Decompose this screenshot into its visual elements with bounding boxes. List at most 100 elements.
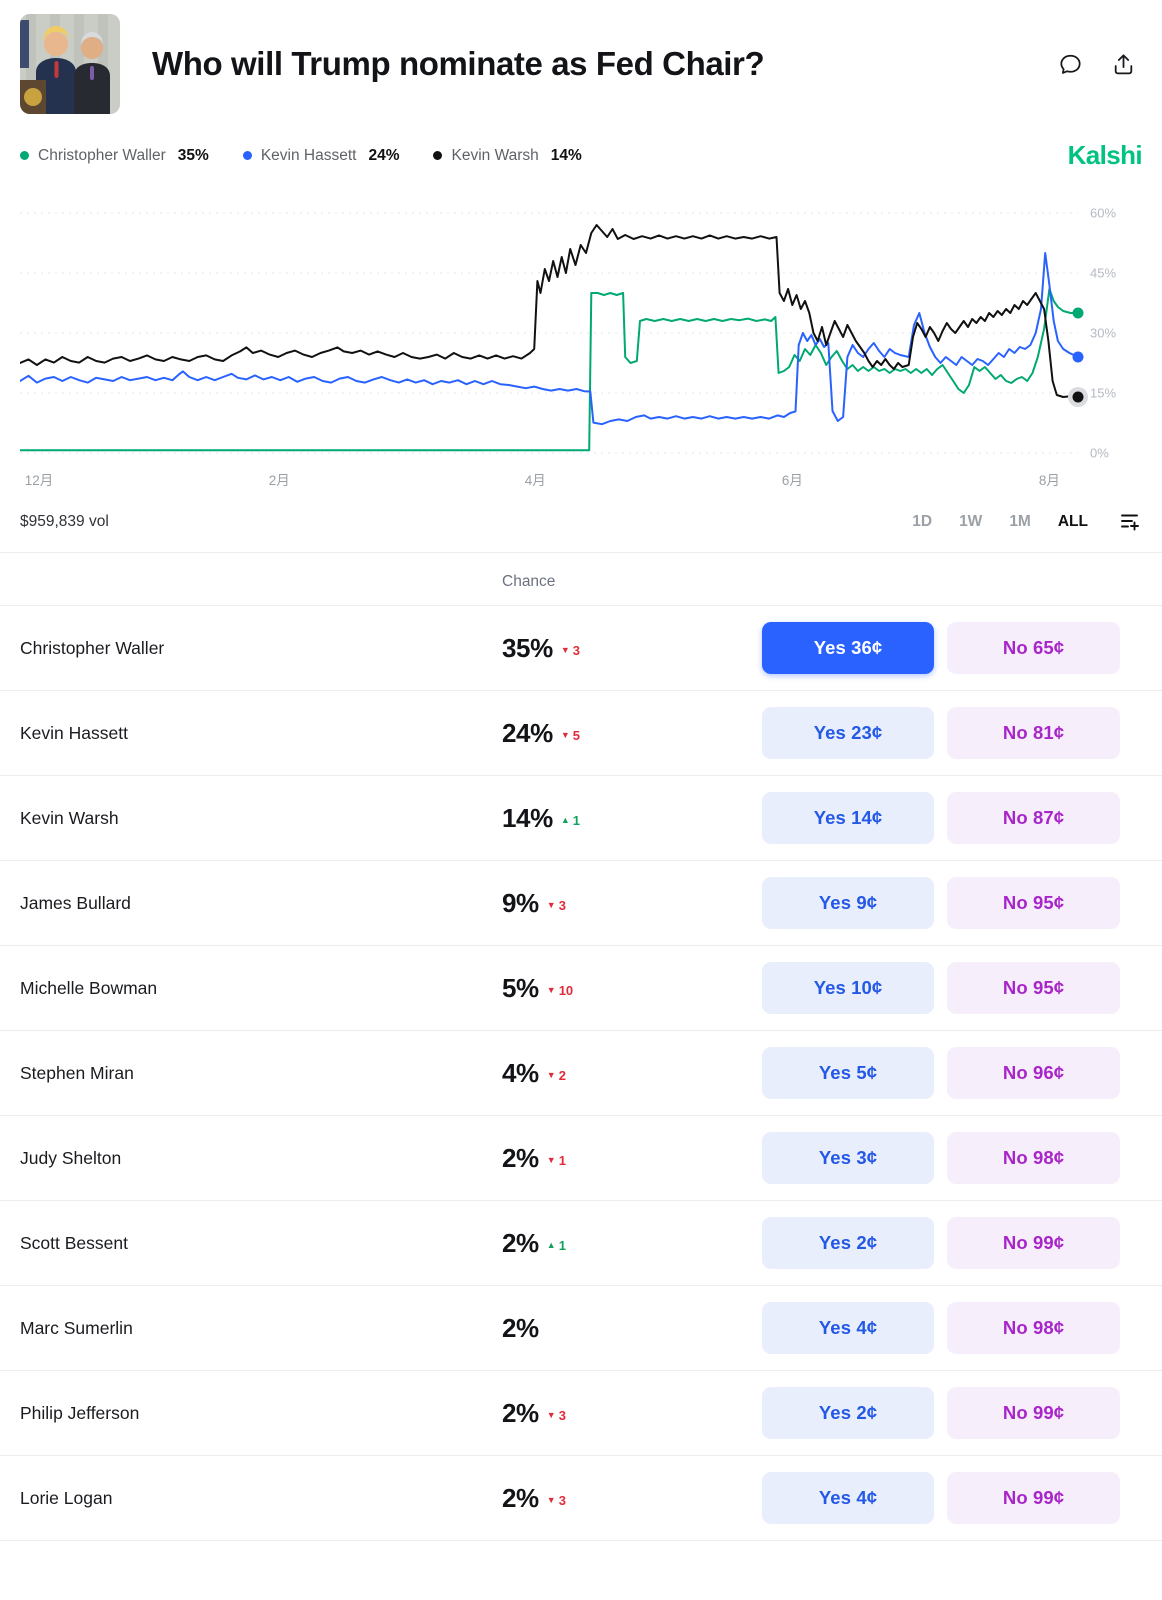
- chance-value: 2%: [502, 1482, 539, 1513]
- range-button-all[interactable]: ALL: [1057, 512, 1088, 530]
- chance-cell: 2% ▲ 1: [502, 1228, 762, 1259]
- triangle-up-icon: ▲: [546, 1239, 556, 1250]
- triangle-up-icon: ▲: [560, 814, 570, 825]
- yes-button[interactable]: Yes 3¢: [762, 1132, 934, 1184]
- volume-label: $959,839 vol: [20, 512, 109, 530]
- no-button[interactable]: No 81¢: [947, 707, 1120, 759]
- chance-cell: 14% ▲ 1: [502, 803, 762, 834]
- candidate-name: Philip Jefferson: [20, 1402, 140, 1423]
- candidate-name: Christopher Waller: [20, 637, 165, 658]
- no-button[interactable]: No 96¢: [947, 1047, 1120, 1099]
- svg-text:0%: 0%: [1090, 446, 1109, 461]
- triangle-down-icon: ▼: [546, 1154, 556, 1165]
- market-row[interactable]: Judy Shelton 2% ▼ 1 Yes 3¢ No 98¢: [0, 1115, 1162, 1200]
- candidate-name: Lorie Logan: [20, 1487, 113, 1508]
- no-button[interactable]: No 99¢: [947, 1387, 1120, 1439]
- svg-text:45%: 45%: [1090, 266, 1116, 281]
- chance-change: ▼ 5: [560, 727, 580, 743]
- range-button-1w[interactable]: 1W: [959, 512, 983, 530]
- chance-change: ▲ 1: [560, 812, 580, 828]
- triangle-down-icon: ▼: [560, 729, 570, 740]
- svg-text:15%: 15%: [1090, 386, 1116, 401]
- table-header: Chance: [0, 553, 1162, 605]
- candidate-name: Stephen Miran: [20, 1062, 134, 1083]
- no-button[interactable]: No 95¢: [947, 962, 1120, 1014]
- chance-change: ▼ 10: [546, 982, 574, 998]
- no-button[interactable]: No 65¢: [947, 622, 1120, 674]
- no-button[interactable]: No 95¢: [947, 877, 1120, 929]
- chart-legend: Christopher Waller 35% Kevin Hassett 24% Kev…: [20, 147, 582, 165]
- triangle-down-icon: ▼: [560, 644, 570, 655]
- legend-dot-icon: [433, 151, 443, 160]
- candidate-name: Michelle Bowman: [20, 977, 158, 998]
- yes-button[interactable]: Yes 23¢: [762, 707, 934, 759]
- market-row[interactable]: Scott Bessent 2% ▲ 1 Yes 2¢ No 99¢: [0, 1200, 1162, 1285]
- share-icon[interactable]: [1109, 50, 1138, 79]
- triangle-down-icon: ▼: [546, 984, 556, 995]
- no-button[interactable]: No 98¢: [947, 1132, 1120, 1184]
- triangle-down-icon: ▼: [546, 1409, 556, 1420]
- yes-button[interactable]: Yes 2¢: [762, 1217, 934, 1269]
- chance-value: 2%: [502, 1397, 539, 1428]
- legend-row: Christopher Waller 35% Kevin Hassett 24% Kev…: [0, 122, 1162, 175]
- yes-button[interactable]: Yes 4¢: [762, 1302, 934, 1354]
- market-row[interactable]: Kevin Warsh 14% ▲ 1 Yes 14¢ No 87¢: [0, 775, 1162, 860]
- range-buttons: 1D 1W 1M ALL: [912, 513, 1088, 531]
- yes-button[interactable]: Yes 14¢: [762, 792, 934, 844]
- chance-change: ▼ 1: [546, 1152, 566, 1168]
- chance-column-header: Chance: [502, 573, 556, 590]
- svg-text:2月: 2月: [269, 473, 290, 488]
- legend-item: Christopher Waller 35%: [20, 147, 209, 165]
- candidate-name: Judy Shelton: [20, 1147, 122, 1168]
- range-button-1m[interactable]: 1M: [1009, 512, 1031, 530]
- no-button[interactable]: No 99¢: [947, 1472, 1120, 1524]
- chance-cell: 4% ▼ 2: [502, 1058, 762, 1089]
- price-chart[interactable]: 0% 15% 30% 45% 60% 12月 2月 4月 6月 8月: [0, 175, 1162, 493]
- chance-value: 35%: [502, 632, 553, 663]
- market-row[interactable]: James Bullard 9% ▼ 3 Yes 9¢ No 95¢: [0, 860, 1162, 945]
- market-header: Who will Trump nominate as Fed Chair?: [0, 0, 1162, 122]
- no-button[interactable]: No 87¢: [947, 792, 1120, 844]
- chance-value: 5%: [502, 972, 539, 1003]
- legend-name: Christopher Waller: [38, 146, 166, 164]
- chance-cell: 2% ▼ 3: [502, 1398, 762, 1429]
- market-row[interactable]: Lorie Logan 2% ▼ 3 Yes 4¢ No 99¢: [0, 1455, 1162, 1541]
- market-row[interactable]: Marc Sumerlin 2% Yes 4¢ No 98¢: [0, 1285, 1162, 1370]
- yes-button[interactable]: Yes 2¢: [762, 1387, 934, 1439]
- watchlist-add-icon[interactable]: [1117, 509, 1142, 534]
- chance-value: 24%: [502, 717, 553, 748]
- chance-change: ▼ 2: [546, 1067, 566, 1083]
- chance-cell: 2%: [502, 1313, 762, 1344]
- yes-button[interactable]: Yes 5¢: [762, 1047, 934, 1099]
- market-row[interactable]: Michelle Bowman 5% ▼ 10 Yes 10¢ No 95¢: [0, 945, 1162, 1030]
- yes-button[interactable]: Yes 36¢: [762, 622, 934, 674]
- chance-change: ▼ 3: [546, 1492, 566, 1508]
- yes-button[interactable]: Yes 4¢: [762, 1472, 934, 1524]
- legend-dot-icon: [242, 151, 252, 160]
- chance-cell: 35% ▼ 3: [502, 633, 762, 664]
- comment-icon[interactable]: [1056, 50, 1085, 79]
- svg-text:12月: 12月: [25, 473, 54, 488]
- range-button-1d[interactable]: 1D: [912, 512, 933, 530]
- chance-value: 2%: [502, 1227, 539, 1258]
- chance-change: ▼ 3: [546, 897, 566, 913]
- candidate-name: Scott Bessent: [20, 1232, 128, 1253]
- chance-value: 2%: [502, 1312, 539, 1343]
- no-button[interactable]: No 98¢: [947, 1302, 1120, 1354]
- market-row[interactable]: Christopher Waller 35% ▼ 3 Yes 36¢ No 65¢: [0, 605, 1162, 690]
- candidate-name: Marc Sumerlin: [20, 1317, 133, 1338]
- market-row[interactable]: Stephen Miran 4% ▼ 2 Yes 5¢ No 96¢: [0, 1030, 1162, 1115]
- page-title: Who will Trump nominate as Fed Chair?: [152, 45, 765, 82]
- chance-value: 2%: [502, 1142, 539, 1173]
- legend-dot-icon: [20, 151, 29, 160]
- market-row[interactable]: Kevin Hassett 24% ▼ 5 Yes 23¢ No 81¢: [0, 690, 1162, 775]
- yes-button[interactable]: Yes 9¢: [762, 877, 934, 929]
- no-button[interactable]: No 99¢: [947, 1217, 1120, 1269]
- candidate-name: James Bullard: [20, 892, 131, 913]
- yes-button[interactable]: Yes 10¢: [762, 962, 934, 1014]
- header-actions: [1056, 50, 1142, 79]
- chance-value: 4%: [502, 1057, 539, 1088]
- market-row[interactable]: Philip Jefferson 2% ▼ 3 Yes 2¢ No 99¢: [0, 1370, 1162, 1455]
- kalshi-logo: Kalshi: [1067, 140, 1143, 170]
